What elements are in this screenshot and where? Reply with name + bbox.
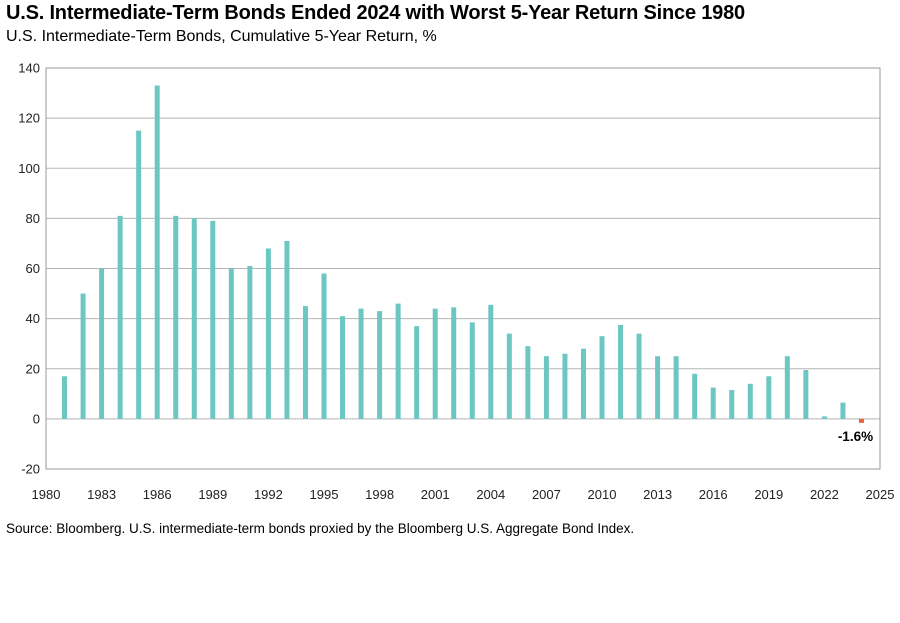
bar xyxy=(247,265,253,419)
bar xyxy=(432,308,438,419)
x-axis-ticks: 1980 1983 1986 1989 1992 1995 1998 2001 2004 2007… xyxy=(32,487,895,502)
chart-subtitle: U.S. Intermediate-Term Bonds, Cumulative… xyxy=(6,28,437,45)
y-tick-label: 80 xyxy=(26,211,40,226)
y-tick-label: 60 xyxy=(26,261,40,276)
x-tick-label: 1986 xyxy=(143,487,172,502)
y-axis-ticks: -20 0 20 40 60 80 100 120 140 xyxy=(18,61,40,477)
bar xyxy=(265,248,271,419)
bar xyxy=(284,240,290,419)
bar xyxy=(191,218,197,419)
bar xyxy=(636,333,642,419)
bars xyxy=(62,85,864,423)
chart-title: U.S. Intermediate-Term Bonds Ended 2024 … xyxy=(6,2,745,24)
bar xyxy=(136,130,142,419)
bar xyxy=(580,348,586,419)
x-tick-label: 2010 xyxy=(588,487,617,502)
x-tick-label: 1980 xyxy=(32,487,61,502)
bar xyxy=(840,402,846,419)
x-tick-label: 1983 xyxy=(87,487,116,502)
x-tick-label: 1989 xyxy=(198,487,227,502)
x-tick-label: 2001 xyxy=(421,487,450,502)
bar xyxy=(469,322,475,419)
bar xyxy=(62,376,68,419)
source-note: Source: Bloomberg. U.S. intermediate-ter… xyxy=(6,521,635,536)
bar xyxy=(377,311,383,419)
y-tick-label: 100 xyxy=(18,161,40,176)
y-tick-label: 20 xyxy=(26,361,40,376)
bar xyxy=(228,268,234,419)
y-tick-label: 120 xyxy=(18,111,40,126)
bar xyxy=(488,304,494,419)
x-tick-label: 1992 xyxy=(254,487,283,502)
bar xyxy=(154,85,160,419)
bar xyxy=(395,303,401,419)
plot-frame xyxy=(45,67,881,470)
bar xyxy=(506,333,512,419)
x-tick-label: 2007 xyxy=(532,487,561,502)
bar xyxy=(414,326,420,419)
bar xyxy=(692,373,698,419)
x-tick-label: 2025 xyxy=(866,487,895,502)
y-tick-label: 140 xyxy=(18,61,40,76)
bar xyxy=(599,336,605,419)
x-tick-label: 2016 xyxy=(699,487,728,502)
bar xyxy=(766,376,772,419)
bar xyxy=(543,356,549,419)
bar xyxy=(99,268,105,419)
x-tick-label: 2022 xyxy=(810,487,839,502)
bar xyxy=(729,390,735,419)
data-label-2024: -1.6% xyxy=(838,429,873,444)
bar xyxy=(784,356,790,419)
annotations: -1.6% xyxy=(838,429,873,444)
bar xyxy=(173,215,179,419)
y-tick-label: -20 xyxy=(21,462,40,477)
bar xyxy=(321,273,327,419)
bar xyxy=(710,387,716,419)
bar xyxy=(117,215,123,419)
x-tick-label: 2019 xyxy=(754,487,783,502)
gridlines xyxy=(46,117,880,420)
bar xyxy=(821,416,827,419)
bar xyxy=(562,353,568,419)
bar xyxy=(618,324,624,419)
bar xyxy=(525,346,531,419)
bar xyxy=(451,307,457,419)
bar xyxy=(673,356,679,419)
bar xyxy=(803,370,809,419)
bar xyxy=(655,356,661,419)
x-tick-label: 1998 xyxy=(365,487,394,502)
y-tick-label: 40 xyxy=(26,311,40,326)
x-tick-label: 2013 xyxy=(643,487,672,502)
bar xyxy=(340,316,346,419)
y-tick-label: 0 xyxy=(33,411,40,426)
bar xyxy=(358,308,364,419)
bar xyxy=(747,383,753,419)
bar xyxy=(302,306,308,419)
bar-highlight xyxy=(858,418,864,423)
x-tick-label: 1995 xyxy=(310,487,339,502)
x-tick-label: 2004 xyxy=(476,487,505,502)
bar xyxy=(80,293,86,419)
bar xyxy=(210,220,216,419)
